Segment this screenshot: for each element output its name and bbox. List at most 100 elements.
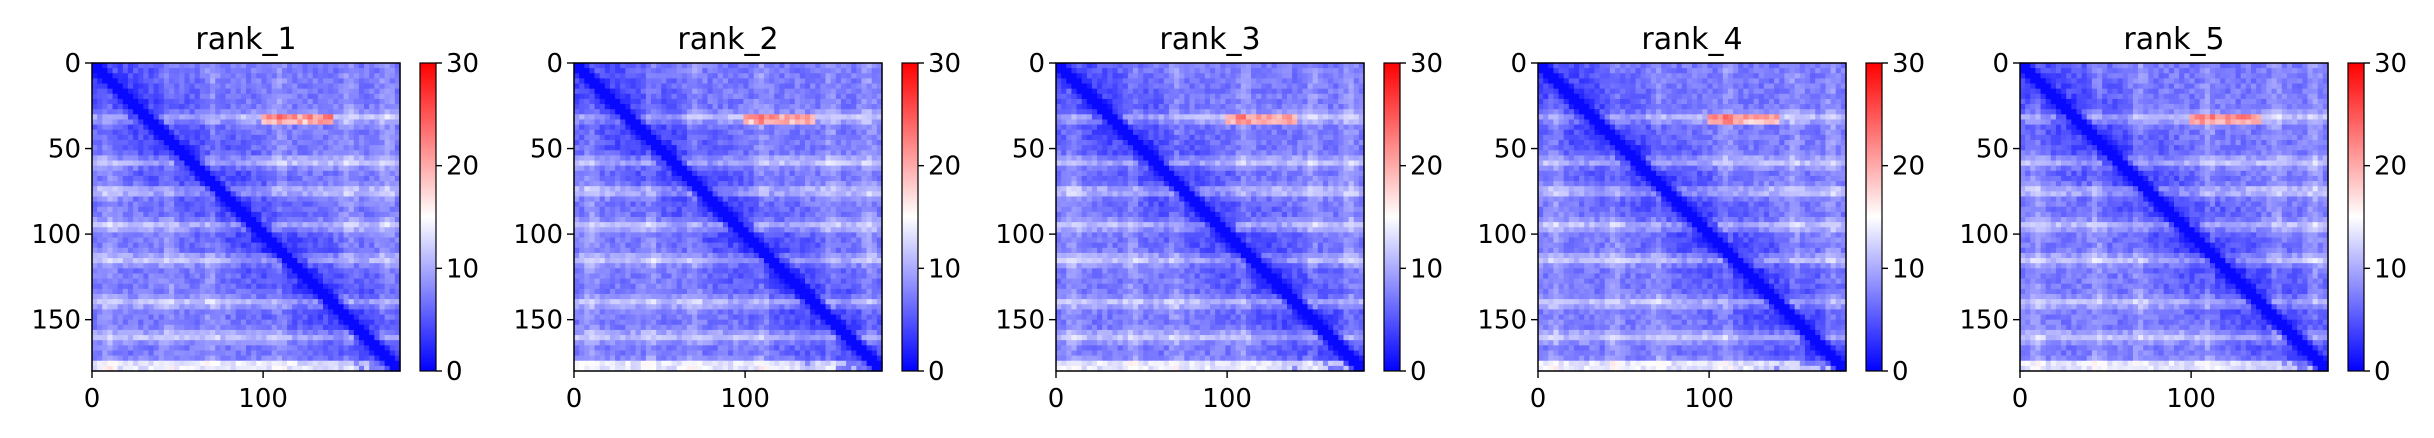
heatmap-cell (358, 314, 365, 321)
heatmap-cell (225, 335, 232, 341)
heatmap-cell (220, 191, 227, 198)
heatmap-cell (246, 145, 252, 151)
heatmap-cell (292, 283, 298, 290)
colorbar-tick-label: 10 (446, 254, 479, 284)
heatmap-cell (215, 365, 221, 372)
heatmap-cell (609, 175, 616, 182)
heatmap-cell (374, 83, 381, 90)
heatmap-cell (287, 324, 293, 331)
heatmap-cell (712, 134, 719, 141)
heatmap-cell (122, 175, 129, 182)
heatmap-cell (117, 319, 124, 326)
heatmap-cell (235, 129, 242, 136)
heatmap-cell (825, 63, 832, 69)
heatmap-cell (199, 345, 206, 352)
heatmap-cell (194, 175, 201, 182)
heatmap-cell (640, 119, 647, 126)
heatmap-cell (225, 278, 232, 285)
heatmap-cell (369, 150, 375, 156)
heatmap-cell (133, 247, 139, 254)
heatmap-cell (394, 263, 401, 269)
heatmap-cell (333, 165, 339, 172)
heatmap-cell (204, 93, 211, 100)
heatmap-cell (133, 63, 139, 69)
heatmap-cell (681, 68, 688, 74)
heatmap-cell (348, 355, 355, 362)
heatmap-cell (328, 134, 334, 141)
heatmap-cell (794, 129, 801, 136)
heatmap-cell (281, 242, 288, 249)
heatmap-cell (112, 201, 119, 208)
heatmap-cell (199, 232, 206, 239)
heatmap-cell (287, 155, 293, 162)
heatmap-cell (384, 268, 391, 275)
heatmap-cell (112, 68, 119, 74)
heatmap-cell (276, 114, 283, 121)
heatmap-cell (112, 98, 119, 105)
heatmap-cell (343, 237, 350, 244)
heatmap-cell (246, 365, 252, 372)
heatmap-cell (302, 201, 309, 208)
heatmap-cell (374, 196, 381, 203)
heatmap-cell (184, 83, 191, 90)
heatmap-cell (364, 98, 370, 105)
heatmap-cell (246, 237, 252, 244)
heatmap-cell (194, 340, 201, 346)
heatmap-cell (112, 165, 119, 172)
heatmap-cell (871, 124, 878, 131)
heatmap-cell (825, 104, 832, 110)
heatmap-cell (394, 93, 401, 100)
heatmap-cell (609, 170, 616, 177)
heatmap-cell (389, 145, 396, 151)
heatmap-cell (722, 78, 729, 85)
heatmap-cell (640, 83, 647, 90)
heatmap-cell (97, 355, 103, 362)
heatmap-cell (215, 68, 221, 74)
heatmap-cell (579, 119, 585, 126)
heatmap-cell (246, 283, 252, 290)
heatmap-cell (138, 109, 144, 115)
heatmap-cell (323, 288, 329, 295)
heatmap-cell (861, 150, 868, 156)
heatmap-cell (138, 165, 144, 172)
heatmap-cell (122, 340, 129, 346)
heatmap-cell (866, 145, 873, 151)
heatmap-cell (117, 335, 124, 341)
heatmap-cell (225, 329, 232, 336)
heatmap-cell (343, 355, 350, 362)
heatmap-cell (640, 68, 647, 74)
heatmap-cell (169, 222, 175, 228)
heatmap-cell (348, 309, 355, 316)
heatmap-cell (138, 335, 144, 341)
heatmap-cell (307, 242, 314, 249)
heatmap-cell (584, 98, 590, 105)
heatmap-cell (651, 114, 657, 121)
heatmap-cell (266, 211, 273, 218)
heatmap-cell (584, 134, 590, 141)
heatmap-cell (276, 98, 283, 105)
heatmap-cell (158, 181, 165, 187)
heatmap-cell (256, 68, 262, 74)
heatmap-cell (148, 134, 155, 141)
heatmap-cell (194, 335, 201, 341)
heatmap-cell (609, 63, 616, 69)
heatmap-cell (117, 104, 124, 110)
heatmap-cell (302, 237, 309, 244)
heatmap-cell (312, 119, 319, 126)
heatmap-cell (215, 63, 221, 69)
heatmap-cell (297, 350, 304, 357)
heatmap-cell (353, 155, 360, 162)
heatmap-cell (158, 335, 165, 341)
heatmap-cell (333, 335, 339, 341)
heatmap-cell (97, 273, 103, 280)
heatmap-cell (210, 165, 216, 172)
heatmap-cell (609, 83, 616, 90)
heatmap-cell (343, 340, 350, 346)
heatmap-cell (364, 283, 370, 290)
heatmap-cell (630, 78, 637, 85)
heatmap-cell (789, 109, 796, 115)
heatmap-cell (117, 268, 124, 275)
heatmap-cell (789, 78, 796, 85)
heatmap-cell (122, 360, 129, 367)
heatmap-cell (292, 201, 298, 208)
